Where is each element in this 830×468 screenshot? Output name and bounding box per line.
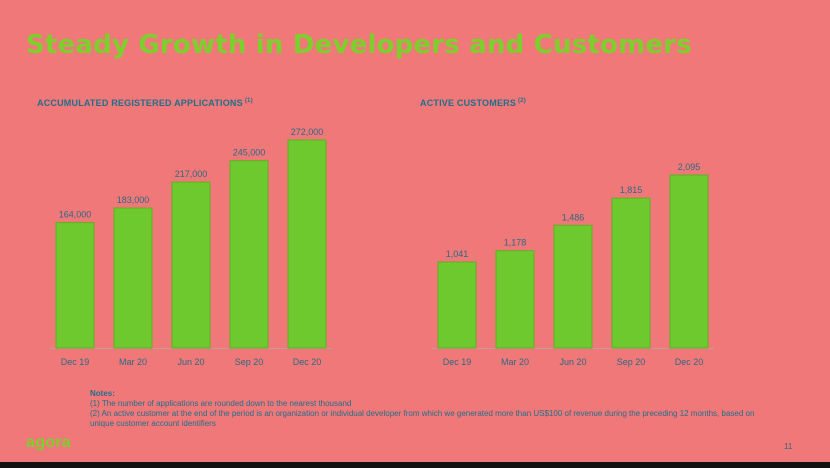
cust-category-label-3: Sep 20 (617, 357, 646, 367)
note-2: (2) An active customer at the end of the… (90, 409, 755, 428)
cust-value-label-2: 1,486 (562, 212, 585, 222)
app-category-label-1: Mar 20 (119, 357, 147, 367)
chart-title-applications-note: (1) (244, 98, 253, 104)
app-bar-0 (55, 222, 95, 349)
chart-title-applications: ACCUMULATED REGISTERED APPLICATIONS (1) (37, 98, 253, 108)
cust-value-label-3: 1,815 (620, 185, 643, 195)
cust-bar-2 (553, 224, 593, 349)
chart-title-customers: ACTIVE CUSTOMERS (2) (420, 98, 526, 108)
customers-chart: 1,041 Dec 19 1,178 Mar 20 1,486 Jun 20 1,815 Se… (432, 162, 714, 367)
cust-category-label-0: Dec 19 (443, 357, 472, 367)
app-category-label-0: Dec 19 (61, 357, 90, 367)
cust-category-label-4: Dec 20 (675, 357, 704, 367)
app-bar-2 (171, 181, 211, 349)
cust-bar-1 (495, 250, 535, 349)
app-bar-4 (287, 139, 327, 349)
app-value-label-4: 272,000 (291, 127, 324, 137)
app-value-label-3: 245,000 (233, 148, 266, 158)
notes: Notes: (1) The number of applications ar… (90, 389, 780, 429)
app-value-label-1: 183,000 (117, 195, 150, 205)
cust-value-label-4: 2,095 (678, 162, 701, 172)
cust-value-label-1: 1,178 (504, 238, 527, 248)
chart-title-applications-text: ACCUMULATED REGISTERED APPLICATIONS (37, 98, 243, 108)
app-category-label-4: Dec 20 (293, 357, 322, 367)
cust-category-label-1: Mar 20 (501, 357, 529, 367)
chart-title-customers-note: (2) (518, 98, 526, 104)
agora-logo: agora (26, 434, 72, 451)
note-1: (1) The number of applications are round… (90, 399, 352, 408)
cust-bar-3 (611, 197, 651, 349)
cust-bar-0 (437, 261, 477, 349)
applications-chart: 164,000 Dec 19 183,000 Mar 20 217,000 Jun 20 2… (50, 127, 332, 367)
app-bar-3 (229, 160, 269, 349)
cust-value-label-0: 1,041 (446, 249, 469, 259)
app-value-label-2: 217,000 (175, 169, 208, 179)
cust-category-label-2: Jun 20 (559, 357, 586, 367)
page-number: 11 (784, 442, 793, 451)
app-value-label-0: 164,000 (59, 210, 92, 220)
app-category-label-2: Jun 20 (177, 357, 204, 367)
app-category-label-3: Sep 20 (235, 357, 264, 367)
bottom-bar (0, 462, 830, 468)
slide-title: Steady Growth in Developers and Customer… (26, 30, 692, 60)
cust-bar-4 (669, 174, 709, 349)
app-bar-1 (113, 207, 153, 349)
notes-heading: Notes: (90, 389, 115, 398)
chart-title-customers-text: ACTIVE CUSTOMERS (420, 98, 517, 108)
